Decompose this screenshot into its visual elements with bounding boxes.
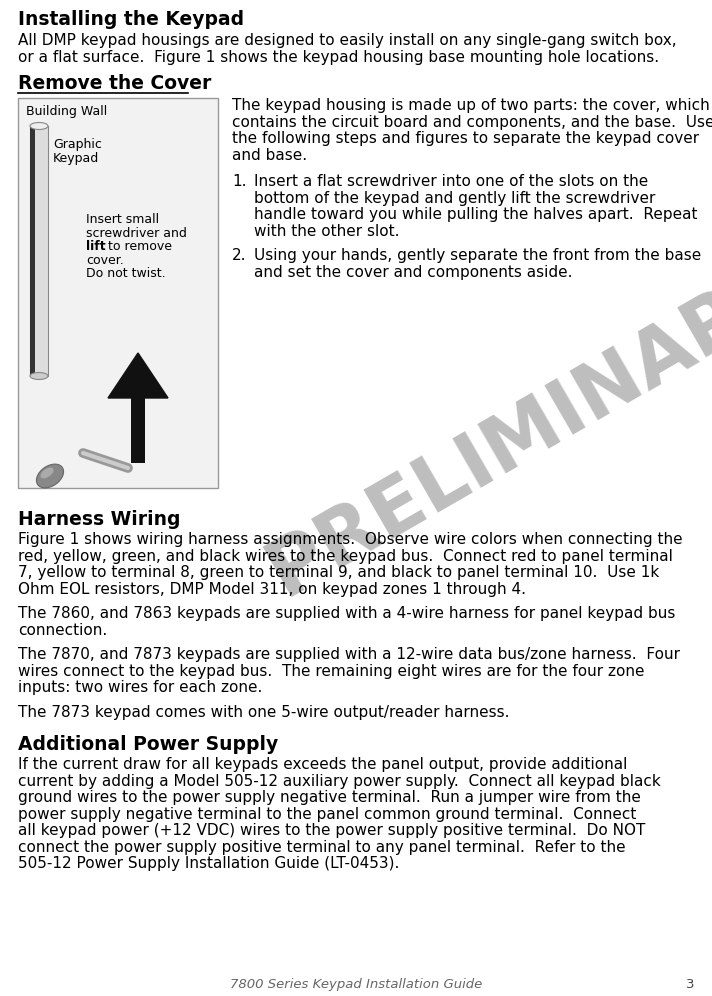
- Text: Ohm EOL resistors, DMP Model 311, on keypad zones 1 through 4.: Ohm EOL resistors, DMP Model 311, on key…: [18, 582, 526, 597]
- Text: Building Wall: Building Wall: [26, 105, 108, 118]
- Text: 7, yellow to terminal 8, green to terminal 9, and black to panel terminal 10.  U: 7, yellow to terminal 8, green to termin…: [18, 565, 659, 580]
- Bar: [131, 398, 145, 463]
- Text: Figure 1 shows wiring harness assignments.  Observe wire colors when connecting : Figure 1 shows wiring harness assignment…: [18, 532, 683, 547]
- Text: 2.: 2.: [232, 248, 246, 263]
- Text: PRELIMINARY: PRELIMINARY: [255, 249, 712, 611]
- Bar: [18, 98, 218, 488]
- Text: Insert small: Insert small: [86, 213, 159, 226]
- Polygon shape: [108, 353, 168, 398]
- Text: and set the cover and components aside.: and set the cover and components aside.: [254, 265, 572, 280]
- Ellipse shape: [36, 464, 63, 488]
- Bar: [30, 126, 35, 376]
- Text: The keypad housing is made up of two parts: the cover, which: The keypad housing is made up of two par…: [232, 98, 710, 113]
- Text: ground wires to the power supply negative terminal.  Run a jumper wire from the: ground wires to the power supply negativ…: [18, 790, 641, 805]
- Text: current by adding a Model 505-12 auxiliary power supply.  Connect all keypad bla: current by adding a Model 505-12 auxilia…: [18, 774, 661, 789]
- Text: If the current draw for all keypads exceeds the panel output, provide additional: If the current draw for all keypads exce…: [18, 757, 627, 772]
- Text: handle toward you while pulling the halves apart.  Repeat: handle toward you while pulling the halv…: [254, 207, 698, 222]
- Text: 7800 Series Keypad Installation Guide: 7800 Series Keypad Installation Guide: [230, 978, 482, 991]
- Text: power supply negative terminal to the panel common ground terminal.  Connect: power supply negative terminal to the pa…: [18, 807, 637, 822]
- Text: The 7873 keypad comes with one 5-wire output/reader harness.: The 7873 keypad comes with one 5-wire ou…: [18, 704, 510, 719]
- Text: cover.: cover.: [86, 254, 124, 267]
- Text: Insert a flat screwdriver into one of the slots on the: Insert a flat screwdriver into one of th…: [254, 174, 648, 189]
- Text: to remove: to remove: [104, 240, 172, 253]
- Text: the following steps and figures to separate the keypad cover: the following steps and figures to separ…: [232, 131, 699, 146]
- Text: connect the power supply positive terminal to any panel terminal.  Refer to the: connect the power supply positive termin…: [18, 840, 626, 855]
- Bar: [30, 126, 48, 376]
- Text: connection.: connection.: [18, 622, 108, 637]
- Text: red, yellow, green, and black wires to the keypad bus.  Connect red to panel ter: red, yellow, green, and black wires to t…: [18, 549, 673, 564]
- Text: Using your hands, gently separate the front from the base: Using your hands, gently separate the fr…: [254, 248, 701, 263]
- Text: Harness Wiring: Harness Wiring: [18, 510, 181, 529]
- Text: Graphic: Graphic: [53, 138, 102, 151]
- Text: bottom of the keypad and gently lift the screwdriver: bottom of the keypad and gently lift the…: [254, 190, 655, 205]
- Text: All DMP keypad housings are designed to easily install on any single-gang switch: All DMP keypad housings are designed to …: [18, 33, 676, 48]
- Text: and base.: and base.: [232, 147, 307, 162]
- Text: Remove the Cover: Remove the Cover: [18, 74, 211, 93]
- Text: with the other slot.: with the other slot.: [254, 223, 399, 238]
- Text: The 7870, and 7873 keypads are supplied with a 12-wire data bus/zone harness.  F: The 7870, and 7873 keypads are supplied …: [18, 647, 680, 662]
- Text: Installing the Keypad: Installing the Keypad: [18, 10, 244, 29]
- Text: 505-12 Power Supply Installation Guide (LT-0453).: 505-12 Power Supply Installation Guide (…: [18, 856, 399, 871]
- Text: all keypad power (+12 VDC) wires to the power supply positive terminal.  Do NOT: all keypad power (+12 VDC) wires to the …: [18, 823, 645, 838]
- Text: The 7860, and 7863 keypads are supplied with a 4-wire harness for panel keypad b: The 7860, and 7863 keypads are supplied …: [18, 606, 676, 621]
- Text: lift: lift: [86, 240, 105, 253]
- Text: Keypad: Keypad: [53, 151, 99, 164]
- Ellipse shape: [30, 123, 48, 129]
- Text: or a flat surface.  Figure 1 shows the keypad housing base mounting hole locatio: or a flat surface. Figure 1 shows the ke…: [18, 50, 659, 65]
- Ellipse shape: [30, 373, 48, 379]
- Text: contains the circuit board and components, and the base.  Use: contains the circuit board and component…: [232, 115, 712, 129]
- Text: inputs: two wires for each zone.: inputs: two wires for each zone.: [18, 680, 263, 695]
- Text: Do not twist.: Do not twist.: [86, 267, 166, 280]
- Text: Additional Power Supply: Additional Power Supply: [18, 735, 278, 754]
- Text: wires connect to the keypad bus.  The remaining eight wires are for the four zon: wires connect to the keypad bus. The rem…: [18, 663, 644, 678]
- Text: 1.: 1.: [232, 174, 246, 189]
- Text: 3: 3: [686, 978, 694, 991]
- Ellipse shape: [41, 467, 53, 478]
- Text: screwdriver and: screwdriver and: [86, 226, 187, 239]
